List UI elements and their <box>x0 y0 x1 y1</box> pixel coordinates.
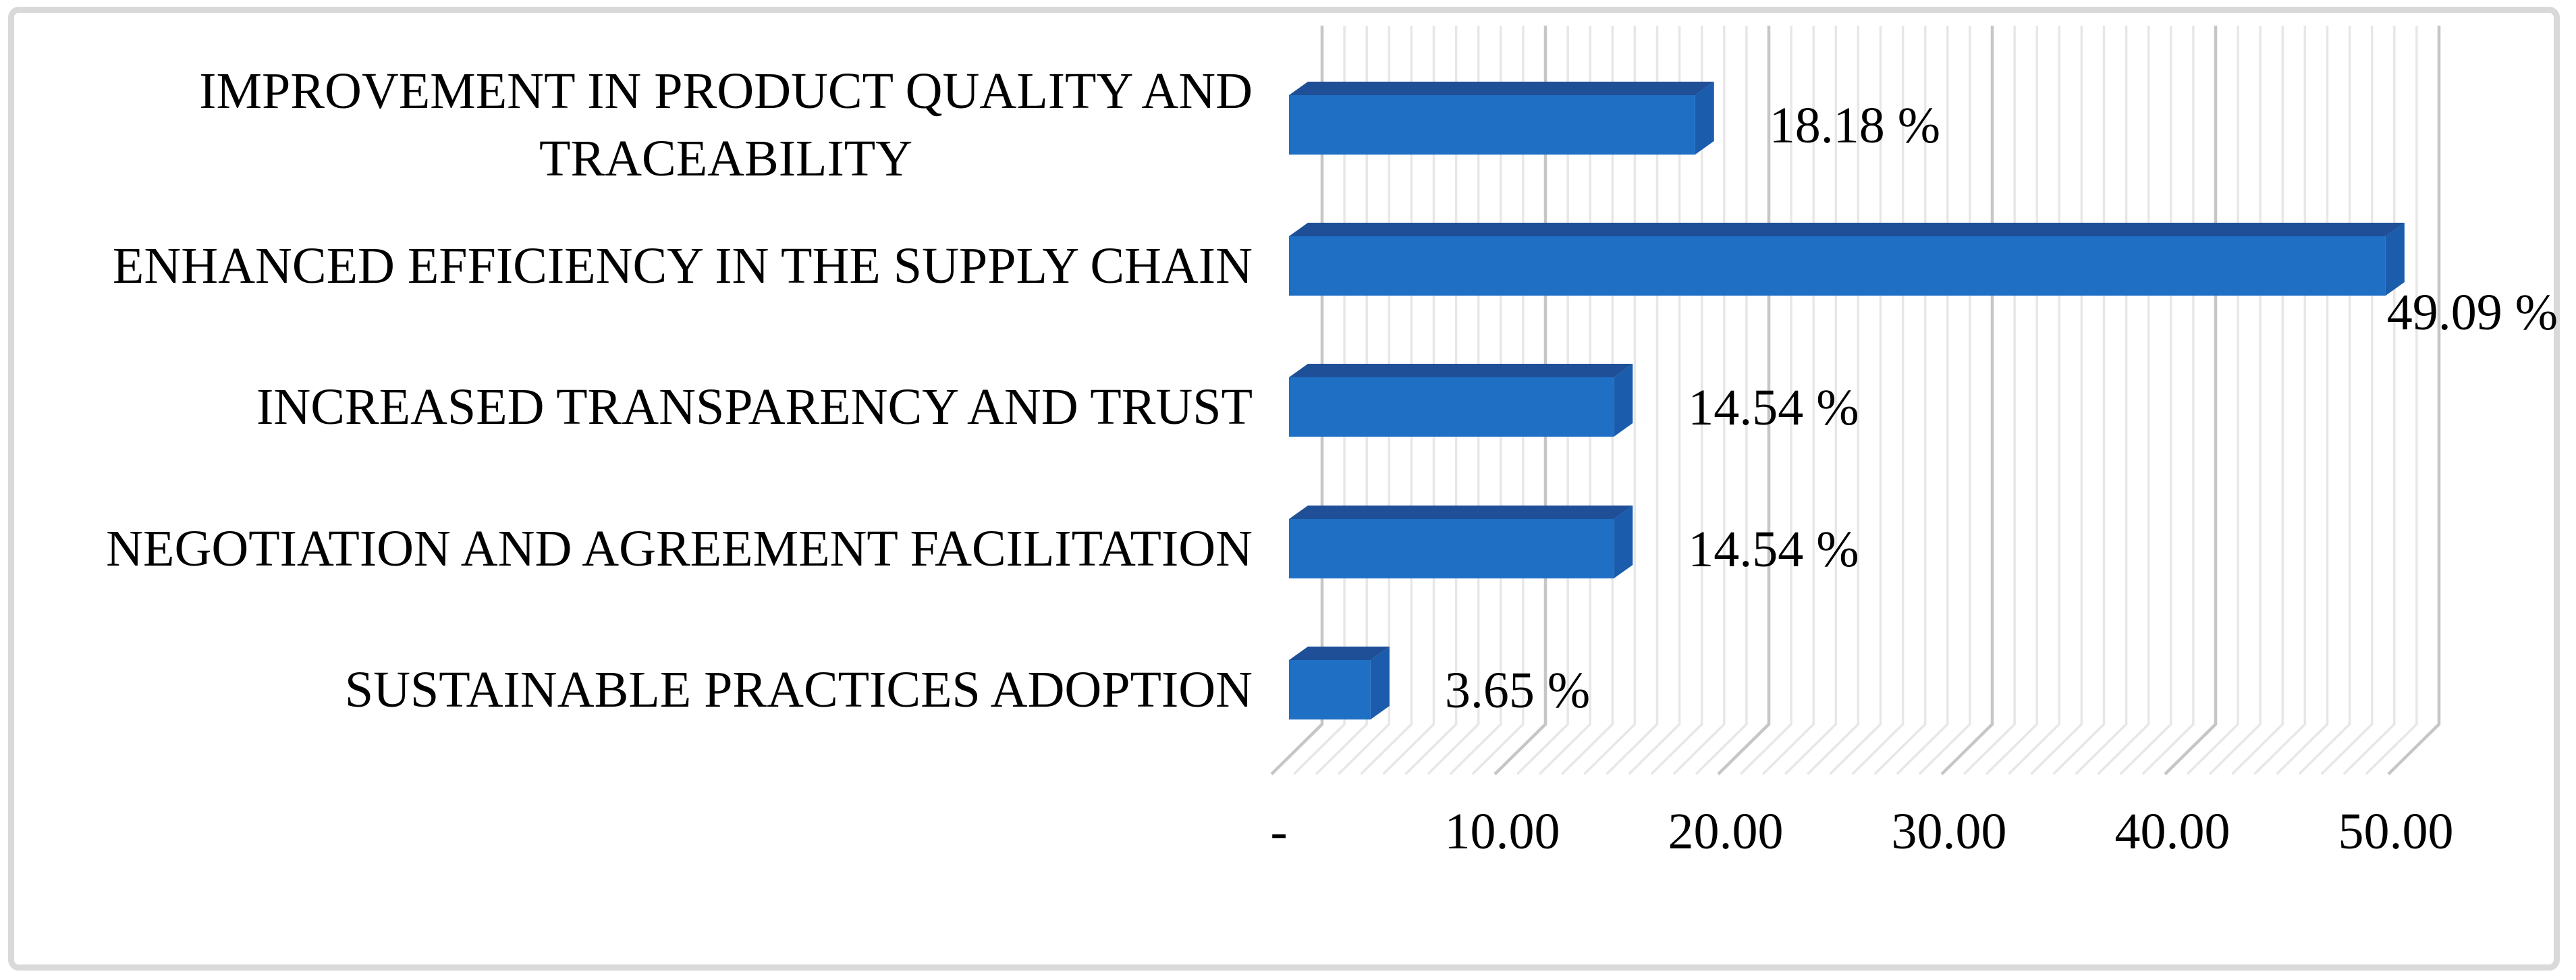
data-label: 14.54 % <box>1688 379 1859 436</box>
bar-top-face <box>1289 82 1714 95</box>
bar-front-face <box>1289 519 1614 578</box>
bar <box>1289 82 1714 155</box>
bar-top-face <box>1289 364 1633 377</box>
bar-front-face <box>1289 660 1371 719</box>
bar-side-face <box>1614 506 1633 578</box>
bar <box>1289 506 1633 578</box>
gridline-minor <box>1963 26 2016 775</box>
x-tick-label: 10.00 <box>1445 803 1560 860</box>
gridline-major <box>1940 26 1994 775</box>
figure-border <box>8 7 2560 971</box>
gridline-minor <box>2298 26 2351 775</box>
bar <box>1289 647 1390 719</box>
gridline-minor <box>2208 26 2262 775</box>
x-tick-label: 40.00 <box>2115 803 2230 860</box>
gridline-minor <box>2276 26 2329 775</box>
gridline-minor <box>2186 26 2239 775</box>
gridline-minor <box>2320 26 2374 775</box>
bar-top-face <box>1289 647 1390 660</box>
bar <box>1289 223 2405 296</box>
bar <box>1289 364 1633 437</box>
data-label: 18.18 % <box>1770 97 1940 154</box>
bar-side-face <box>1695 82 1714 155</box>
data-label: 14.54 % <box>1688 521 1859 578</box>
gridline-minor <box>2253 26 2307 775</box>
data-label: 3.65 % <box>1445 662 1590 719</box>
x-tick-label: 50.00 <box>2338 803 2454 860</box>
data-label: 49.09 % <box>2387 284 2558 341</box>
x-tick-label: 20.00 <box>1668 803 1784 860</box>
x-tick-label: - <box>1270 803 1287 860</box>
bar-top-face <box>1289 223 2405 236</box>
bar-front-face <box>1289 377 1614 437</box>
gridline-minor <box>2231 26 2284 775</box>
gridline-minor <box>2097 26 2150 775</box>
x-tick-label: 30.00 <box>1892 803 2007 860</box>
gridline-minor <box>2052 26 2106 775</box>
gridline-major <box>2164 26 2218 775</box>
bar-top-face <box>1289 506 1633 519</box>
gridline-minor <box>2008 26 2061 775</box>
bar-side-face <box>2385 223 2405 296</box>
gridline-minor <box>1985 26 2038 775</box>
gridline-major <box>2387 26 2441 775</box>
bar-side-face <box>1614 364 1633 437</box>
bar-front-face <box>1289 95 1695 155</box>
bar-side-face <box>1370 647 1390 719</box>
gridline-minor <box>2365 26 2418 775</box>
gridline-minor <box>2119 26 2172 775</box>
gridline-minor <box>2342 26 2396 775</box>
gridline-minor <box>2030 26 2083 775</box>
bar-front-face <box>1289 236 2386 296</box>
gridline-minor <box>2075 26 2128 775</box>
gridline-minor <box>2141 26 2195 775</box>
